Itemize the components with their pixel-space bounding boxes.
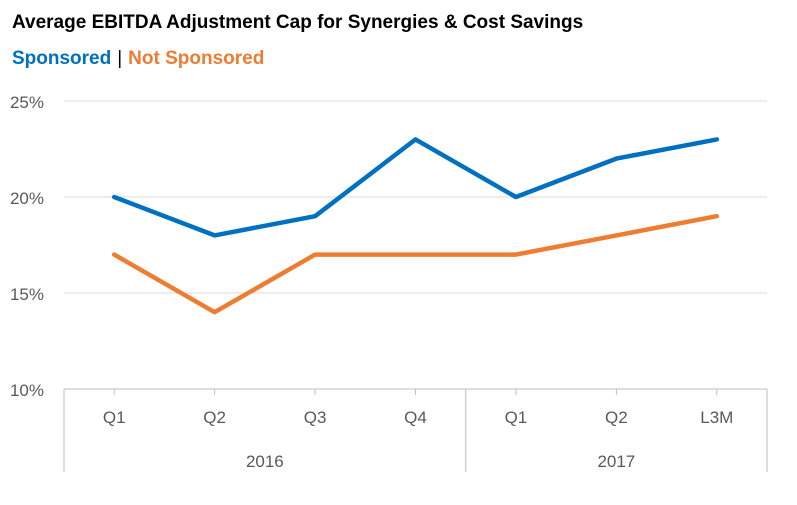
series-line-sponsored	[111, 137, 720, 238]
x-tick-label: Q2	[203, 408, 226, 427]
series-lines	[111, 137, 720, 315]
y-axis-tick-labels: 10% 15% 20% 25%	[10, 93, 44, 400]
y-tick-label: 25%	[10, 93, 44, 112]
chart-title: Average EBITDA Adjustment Cap for Synerg…	[12, 12, 584, 33]
series-line-not-sponsored	[111, 213, 720, 315]
x-group-label: 2016	[246, 452, 284, 471]
y-tick-label: 20%	[10, 189, 44, 208]
x-tick-label: Q1	[505, 408, 528, 427]
x-axis: Q1 Q2 Q3 Q4 Q1 Q2 L3M 2016 2017	[63, 388, 768, 472]
x-tick-label: Q4	[404, 408, 427, 427]
x-tick-label: L3M	[700, 408, 733, 427]
x-tick-label: Q1	[103, 408, 126, 427]
y-tick-label: 15%	[10, 285, 44, 304]
legend-series-sponsored: Sponsored	[12, 48, 112, 69]
legend-series-not-sponsored: Not Sponsored	[128, 48, 265, 69]
x-group-label: 2017	[597, 452, 635, 471]
gridlines	[64, 100, 767, 294]
x-tick-label: Q2	[605, 408, 628, 427]
x-tick-label: Q3	[304, 408, 327, 427]
legend-separator: |	[117, 48, 123, 69]
legend: Sponsored | Not Sponsored	[12, 48, 264, 70]
y-tick-label: 10%	[10, 381, 44, 400]
